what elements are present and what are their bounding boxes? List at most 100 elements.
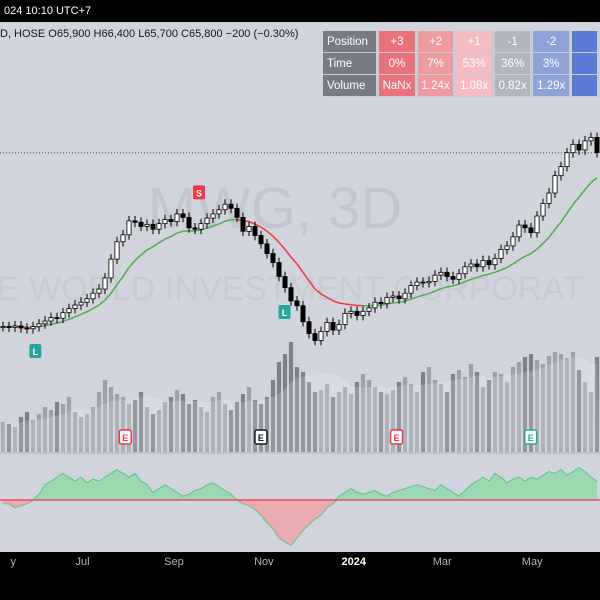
volume-bar xyxy=(408,384,414,452)
ema-segment xyxy=(158,238,166,244)
ema-segment xyxy=(218,220,226,225)
candle-body xyxy=(102,277,108,290)
ema-segment xyxy=(332,300,340,304)
candle-body xyxy=(6,326,12,329)
candle-body xyxy=(300,305,306,323)
candle-body xyxy=(36,323,42,328)
candle-body xyxy=(354,310,360,316)
ema-segment xyxy=(506,263,514,269)
volume-bar xyxy=(282,354,288,452)
candle-body xyxy=(252,226,258,236)
candle-body xyxy=(594,136,600,154)
ema-segment xyxy=(422,292,430,297)
volume-bar xyxy=(324,384,330,452)
candle-body xyxy=(504,245,510,250)
volume-bar xyxy=(270,380,276,452)
candle-body xyxy=(312,333,318,341)
volume-bar xyxy=(570,352,576,452)
volume-bar xyxy=(414,392,420,452)
ema-segment xyxy=(578,189,586,198)
volume-bar xyxy=(378,392,384,452)
candle-body xyxy=(306,321,312,334)
volume-bar xyxy=(60,404,66,452)
volume-bar xyxy=(330,397,336,452)
volume-bar xyxy=(516,362,522,452)
volume-bar xyxy=(18,417,24,452)
volume-bar xyxy=(120,397,126,452)
ema-segment xyxy=(398,300,406,303)
candle-body xyxy=(450,276,456,280)
stats-table: Position +3 +2 +1 -1 -2 Time 0% 7% 53% 3… xyxy=(323,31,600,97)
candle-body xyxy=(324,322,330,332)
signal-marker xyxy=(193,185,206,200)
candle-body xyxy=(150,223,156,230)
candle-body xyxy=(426,280,432,284)
stats-cell: -1 xyxy=(493,31,534,53)
candle-body xyxy=(570,143,576,154)
row-label-time: Time xyxy=(323,52,380,75)
x-tick-label: Sep xyxy=(164,556,184,568)
row-label-position: Position xyxy=(323,31,380,53)
candle-body xyxy=(258,235,264,245)
volume-bar xyxy=(306,382,312,452)
candle-body xyxy=(492,258,498,266)
volume-bar xyxy=(462,377,468,452)
volume-bar xyxy=(84,414,90,452)
volume-bar xyxy=(276,362,282,452)
ema-segment xyxy=(482,273,490,277)
candle-body xyxy=(174,213,180,222)
candle-body xyxy=(42,320,48,325)
ema-segment xyxy=(266,230,274,237)
ema-segment xyxy=(320,293,328,299)
volume-bar xyxy=(486,380,492,452)
signal-marker xyxy=(118,429,133,445)
volume-bar xyxy=(576,370,582,452)
volume-bar xyxy=(312,392,318,452)
stats-cell xyxy=(570,74,600,97)
ema-segment xyxy=(170,232,178,238)
volume-bar xyxy=(396,382,402,452)
volume-bar xyxy=(156,410,162,452)
volume-bar xyxy=(30,420,36,452)
signal-marker-label: E xyxy=(258,433,264,443)
candle-body xyxy=(474,263,480,268)
volume-bar xyxy=(48,410,54,452)
signal-marker xyxy=(523,429,538,445)
ema-segment xyxy=(512,259,520,265)
volume-bar xyxy=(246,387,252,452)
candle-body xyxy=(216,209,222,215)
ema-segment xyxy=(308,280,316,290)
ema-segment xyxy=(314,288,322,295)
ema-segment xyxy=(176,230,184,234)
candle-body xyxy=(480,260,486,268)
signal-marker xyxy=(278,305,291,319)
candle-body xyxy=(12,325,18,328)
ema-segment xyxy=(56,320,64,324)
volume-bar xyxy=(252,400,258,452)
volume-bar xyxy=(588,392,594,452)
candle-body xyxy=(522,224,528,229)
ema-segment xyxy=(152,242,160,248)
signal-marker-label: E xyxy=(122,433,128,443)
candle-body xyxy=(348,310,354,314)
volume-bar xyxy=(54,402,60,452)
volume-bar xyxy=(102,380,108,452)
ema-segment xyxy=(470,276,478,281)
top-bar: 024 10:10 UTC+7 xyxy=(0,0,600,22)
ema-segment xyxy=(146,245,154,251)
volume-bar xyxy=(360,374,366,452)
candle-body xyxy=(54,317,60,319)
candle-body xyxy=(360,310,366,316)
ema-segment xyxy=(74,313,82,318)
candle-body xyxy=(282,276,288,289)
watermark-symbol: MWG, 3D xyxy=(148,176,403,241)
ema-segment xyxy=(404,298,412,302)
candle-body xyxy=(510,236,516,247)
candle-body xyxy=(180,213,186,218)
ema-segment xyxy=(494,269,502,274)
ema-segment xyxy=(284,248,292,258)
stats-cell: -2 xyxy=(531,31,572,53)
ema-segment xyxy=(164,235,172,240)
candle-body xyxy=(588,136,594,142)
candle-body xyxy=(126,220,132,236)
